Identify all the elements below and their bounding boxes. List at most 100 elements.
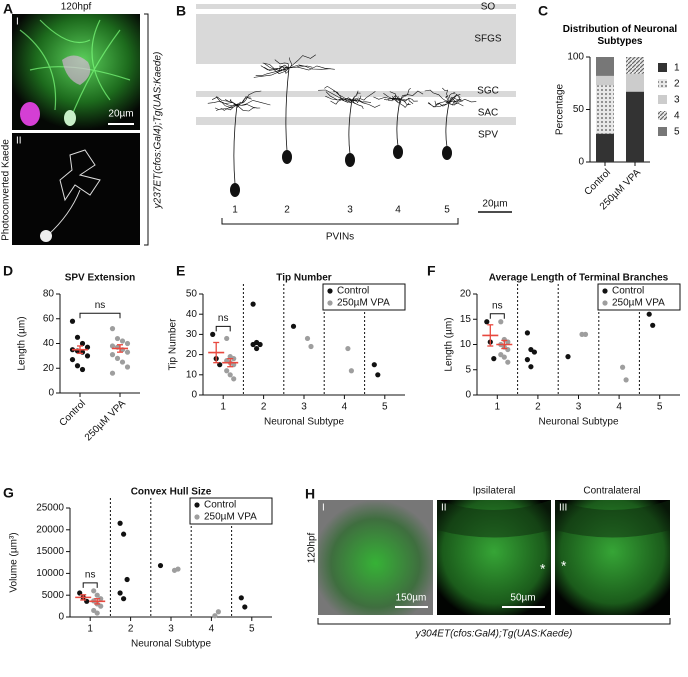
annotation: ns [492,300,503,311]
data-point [524,330,531,336]
neurite [348,99,353,155]
soma [40,230,52,242]
legend-marker [194,502,200,508]
panel-letter: E [176,263,185,279]
data-point [224,368,230,374]
legend-label: 3 [674,95,680,106]
x-tick-label: 250µM VPA [83,398,128,443]
neuron-schematic [207,54,477,197]
data-point [94,592,100,598]
micrograph [318,500,433,615]
data-point [117,520,123,526]
y-tick-label: 20 [43,363,55,374]
layer-band [196,91,516,97]
chart-title: Tip Number [276,273,331,284]
x-tick-label: 1 [495,402,501,413]
y-tick-label: 5 [465,364,471,375]
image-label: II [441,503,447,514]
layer-band [196,14,516,64]
legend-label: 250µM VPA [204,512,257,523]
y-tick-label: 20000 [36,524,64,535]
bar-segment [626,57,644,74]
neurite [47,149,101,236]
bar-segment [626,91,644,162]
legend-label: Control [612,286,644,297]
chart-title-box: Distribution of Neuronal Subtypes [563,24,677,47]
legend-label: Control [204,500,236,511]
legend-marker [194,514,200,520]
legend-label: 250µM VPA [612,298,665,309]
neuron-arbor [318,85,381,110]
bar-segment [596,75,614,86]
bracket [144,13,149,246]
arbor [62,55,91,85]
scale-label: 20µm [108,109,133,120]
scale-label: 150µm [396,593,427,604]
x-tick-label: 1 [87,624,93,635]
data-point [74,334,81,340]
legend-swatch [658,127,667,136]
x-tick-label: Control [57,398,88,429]
data-point [109,343,116,349]
neuron-label: 5 [444,205,450,216]
y-tick-label: 0 [58,612,64,623]
data-point [74,363,81,369]
data-point [304,335,311,342]
data-point [505,346,511,353]
data-point [212,613,218,619]
panel-letter: A [3,1,13,17]
legend-label: 4 [674,111,680,122]
x-tick-label: 5 [657,402,663,413]
y-tick-label: 20 [186,349,198,360]
soma [393,145,403,159]
data-point [491,356,497,362]
neuron-label: 1 [232,205,238,216]
view-label: Contralateral [583,486,640,497]
data-point [215,609,221,615]
data-point [524,357,531,363]
image-label: I [322,503,325,514]
panel-letter: C [538,3,548,19]
data-point [505,359,511,365]
data-point [119,338,126,344]
y-tick-label: 10 [186,369,198,380]
panel-letter: B [176,3,186,19]
chart-title: SPV Extension [65,273,136,284]
legend-label: 1 [674,63,680,74]
x-tick-label: 4 [209,624,215,635]
legend-swatch [658,95,667,104]
data-point [79,340,86,347]
legend-swatch [658,63,667,72]
data-point [119,359,126,365]
scale-label: 50µm [510,593,535,604]
y-tick-label: 0 [191,390,197,401]
data-point [501,354,507,360]
legend-swatch [658,111,667,120]
data-point [528,364,534,370]
y-tick-label: 15000 [36,546,64,557]
data-point [348,368,354,374]
neurite [445,102,450,148]
layer-label: SAC [478,108,499,119]
data-point [345,345,351,352]
bar-segment [596,85,614,134]
stage-label: 120hpf [307,532,318,563]
layer-band [196,117,516,125]
y-tick-label: 80 [43,289,55,300]
bar-segment [596,133,614,162]
x-tick-label: 4 [342,402,348,413]
legend-label: 2 [674,79,680,90]
chart-title: Convex Hull Size [131,487,212,498]
neuron-label: 4 [395,205,401,216]
layer-label: SFGS [474,34,502,45]
data-point [114,335,121,342]
layer-label: SPV [478,130,498,141]
legend-box [597,283,681,311]
panel-letter: D [3,263,13,279]
y-tick-label: 40 [186,309,198,320]
data-point [84,344,91,350]
neuron-label: 3 [347,205,353,216]
group-label: PVINs [326,232,354,243]
x-axis-label: Neuronal Subtype [538,417,618,428]
bar-segment [596,57,614,76]
